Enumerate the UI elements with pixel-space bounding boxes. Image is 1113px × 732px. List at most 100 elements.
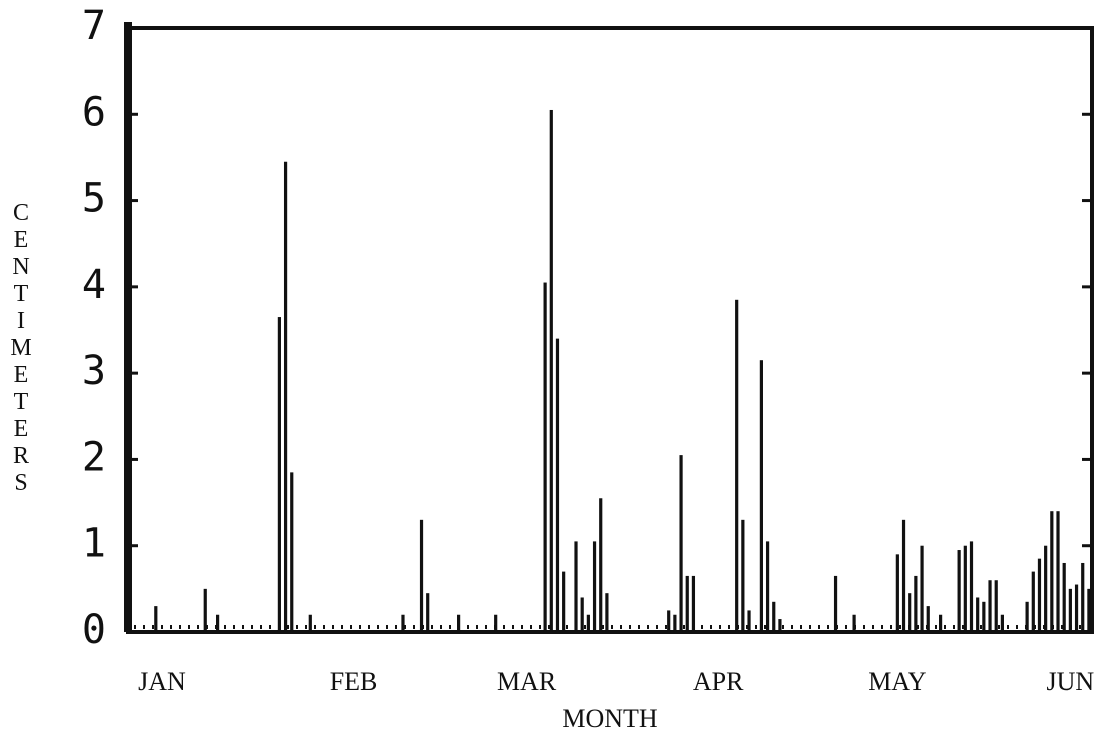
baseline-dot (872, 625, 874, 629)
baseline-dot (701, 625, 703, 629)
bar (1087, 588, 1091, 632)
bar (1050, 511, 1054, 632)
baseline-dot (638, 625, 640, 629)
baseline-dot (539, 625, 541, 629)
baseline-dot (323, 625, 325, 629)
bar (747, 610, 751, 632)
bar (679, 455, 683, 632)
baseline-dot (1043, 625, 1045, 629)
bar (735, 299, 739, 632)
x-tick-label: FEB (330, 667, 378, 696)
bar (1000, 614, 1004, 632)
bar (741, 519, 745, 632)
bar (426, 593, 430, 632)
baseline-dot (449, 625, 451, 629)
bar (939, 614, 943, 632)
bar (765, 541, 770, 632)
bar (957, 550, 961, 632)
baseline-dot (998, 625, 1000, 629)
baseline-dot (404, 625, 406, 629)
bar (605, 593, 609, 632)
baseline-dot (746, 625, 748, 629)
baseline-dot (863, 625, 865, 629)
baseline-dot (206, 625, 208, 629)
bar (1081, 562, 1085, 632)
bar (982, 601, 986, 632)
bar (988, 580, 992, 632)
y-tick-label: 7 (82, 3, 106, 49)
baseline-dot (890, 625, 892, 629)
bar (914, 575, 918, 632)
bar (562, 571, 566, 632)
bar (290, 472, 294, 632)
bar (283, 161, 288, 632)
baseline-dot (584, 625, 586, 629)
baseline-dot (476, 625, 478, 629)
y-tick-label: 0 (82, 607, 106, 653)
x-tick-label: MAR (497, 667, 557, 696)
baseline-dot (665, 625, 667, 629)
baseline-dot (359, 625, 361, 629)
bar (1031, 571, 1035, 632)
baseline-dot (314, 625, 316, 629)
bar (308, 614, 312, 632)
baseline-dot (566, 625, 568, 629)
baseline-dot (764, 625, 766, 629)
bar (667, 610, 671, 632)
bar (203, 588, 207, 632)
bar (586, 614, 590, 632)
bar (833, 575, 838, 632)
baseline-dot (503, 625, 505, 629)
bar (457, 614, 461, 632)
plot-frame (126, 26, 1094, 634)
baseline-dot (845, 625, 847, 629)
baseline-dot (935, 625, 937, 629)
baseline-dot (647, 625, 649, 629)
baseline-dot (485, 625, 487, 629)
baseline-dot (179, 625, 181, 629)
baseline-dot (377, 625, 379, 629)
bar (1062, 562, 1066, 632)
baseline-dot (953, 625, 955, 629)
baseline-dot (197, 625, 199, 629)
bar (901, 519, 906, 632)
bar (543, 282, 547, 632)
bar (549, 109, 553, 632)
baseline-dot (710, 625, 712, 629)
baseline-dot (530, 625, 532, 629)
baseline-dot (755, 625, 757, 629)
baseline-dot (341, 625, 343, 629)
baseline-dot (1016, 625, 1018, 629)
bar (963, 545, 967, 632)
y-tick-label: 6 (82, 89, 106, 135)
baseline-dot (296, 625, 298, 629)
bar (555, 338, 560, 632)
bar (1068, 588, 1072, 632)
baseline-dot (143, 625, 145, 629)
baseline-dot (440, 625, 442, 629)
baseline-dot (791, 625, 793, 629)
bar (216, 614, 220, 632)
baseline-dot (980, 625, 982, 629)
baseline-dot (620, 625, 622, 629)
bar (599, 498, 603, 632)
baseline-dot (134, 625, 136, 629)
baseline-dot (1061, 625, 1063, 629)
bar (574, 541, 578, 632)
baseline-dot (611, 625, 613, 629)
baseline-dot (161, 625, 163, 629)
y-tick-label: 4 (82, 262, 106, 308)
baseline-dot (917, 625, 919, 629)
baseline-dot (260, 625, 262, 629)
baseline-dot (395, 625, 397, 629)
baseline-dot (782, 625, 784, 629)
baseline-dot (602, 625, 604, 629)
bar (401, 614, 405, 632)
baseline-dot (170, 625, 172, 629)
y-tick-label: 1 (82, 521, 106, 567)
bar (1037, 558, 1042, 632)
x-axis-label: MONTH (562, 704, 658, 732)
baseline-dot (152, 625, 154, 629)
baseline-dot (467, 625, 469, 629)
